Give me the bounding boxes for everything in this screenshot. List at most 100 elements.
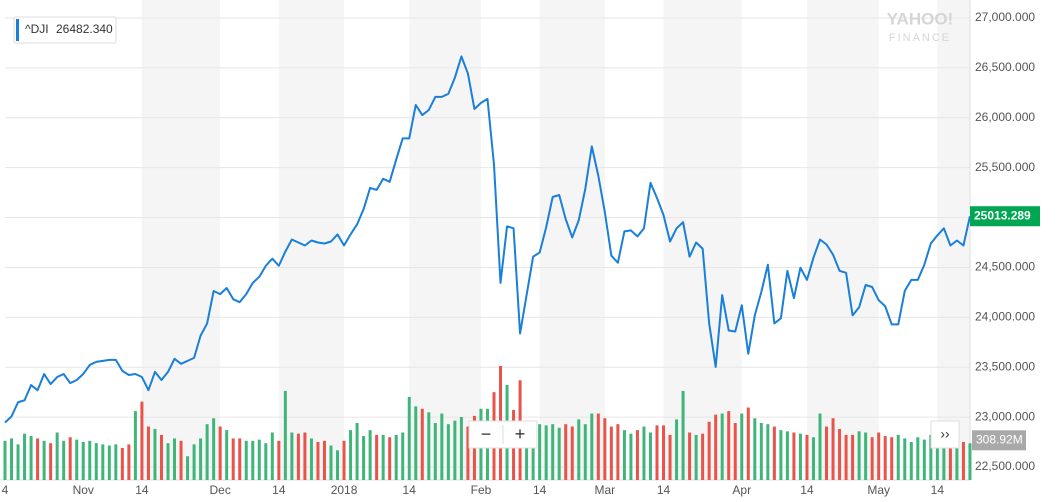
volume-bar — [186, 456, 190, 480]
volume-bar — [961, 442, 965, 480]
price-tag — [970, 206, 1040, 227]
volume-bar — [570, 426, 574, 480]
volume-bar — [218, 426, 222, 480]
volume-bar — [459, 417, 463, 480]
volume-bar — [394, 434, 398, 480]
volume-bar — [720, 413, 724, 480]
volume-bar — [642, 426, 646, 480]
volume-bar — [283, 390, 287, 480]
x-tick-label: Apr — [732, 483, 751, 497]
band — [409, 0, 481, 480]
x-tick-label: 2018 — [331, 483, 358, 497]
x-tick-label: May — [867, 483, 890, 497]
volume-bar — [851, 434, 855, 480]
volume-bar — [766, 424, 770, 480]
volume-bar — [701, 433, 705, 480]
volume-bar — [114, 444, 118, 480]
volume-bar — [864, 432, 868, 480]
volume-bar — [225, 430, 229, 480]
volume-bar — [877, 432, 881, 480]
volume-bar — [199, 438, 203, 480]
volume-bar — [146, 426, 150, 480]
x-tick-label: 14 — [931, 483, 945, 497]
volume-bar — [603, 418, 607, 480]
volume-bar — [55, 432, 59, 480]
volume-bar — [75, 439, 79, 480]
volume-bar — [577, 419, 581, 480]
volume-bar — [648, 432, 652, 480]
volume-bar — [909, 442, 913, 480]
zoom-out[interactable]: − — [481, 424, 492, 444]
y-tick-label: 25,500.000 — [975, 160, 1035, 174]
volume-bar — [935, 433, 939, 480]
volume-bar — [309, 438, 313, 480]
volume-bar — [896, 434, 900, 480]
volume-bar — [212, 418, 216, 480]
x-tick-label: 14 — [533, 483, 547, 497]
volume-bar — [153, 428, 157, 480]
volume-bar — [81, 442, 85, 480]
volume-bar — [968, 443, 972, 480]
volume-bar — [362, 436, 366, 480]
volume-bar — [525, 420, 529, 480]
volume-bar — [290, 432, 294, 480]
volume-bar — [694, 434, 698, 480]
watermark: YAHOO! — [887, 9, 953, 28]
legend-box — [13, 16, 117, 44]
volume-bar — [277, 440, 281, 480]
volume-bar — [544, 425, 548, 480]
x-tick-label: Nov — [73, 483, 94, 497]
volume-bar — [375, 434, 379, 480]
legend-value: 26482.340 — [56, 22, 113, 36]
volume-bar — [433, 423, 437, 480]
volume-bar — [805, 434, 809, 480]
x-tick-label: 14 — [657, 483, 671, 497]
y-tick-label: 27,000.000 — [975, 10, 1035, 24]
volume-bar — [675, 419, 679, 480]
volume-bar — [446, 424, 450, 480]
y-tick-label: 23,000.000 — [975, 409, 1035, 423]
volume-bar — [251, 440, 255, 480]
volume-bar — [68, 437, 72, 480]
volume-bar — [23, 433, 27, 480]
volume-bar — [929, 434, 933, 480]
expand-button[interactable] — [930, 420, 960, 449]
volume-bar — [231, 438, 235, 480]
zoom-in[interactable]: + — [515, 424, 526, 444]
volume-bar — [120, 447, 124, 480]
volume-bar — [303, 432, 307, 480]
volume-bar — [714, 414, 718, 480]
volume-bar — [388, 437, 392, 480]
volume-bar — [36, 438, 40, 480]
volume-bar — [329, 445, 333, 480]
volume-bar — [890, 437, 894, 480]
volume-bar — [785, 431, 789, 480]
expand-icon: ›› — [940, 426, 950, 442]
volume-bar — [922, 439, 926, 480]
volume-bar — [844, 434, 848, 480]
volume-bar — [94, 443, 98, 480]
volume-bar — [551, 424, 555, 480]
volume-tag — [972, 430, 1026, 451]
y-tick-label: 23,500.000 — [975, 359, 1035, 373]
volume-bar — [668, 434, 672, 480]
volume-bar — [159, 434, 163, 480]
volume-bar — [127, 444, 131, 480]
x-tick-label: 14 — [800, 483, 814, 497]
volume-bar — [316, 442, 320, 480]
volume-bar — [49, 443, 53, 480]
price-tag-label: 25013.289 — [974, 208, 1031, 222]
x-tick-label: 14 — [135, 483, 149, 497]
volume-bar — [857, 431, 861, 480]
volume-bar — [955, 445, 959, 480]
volume-bar — [173, 438, 177, 480]
x-tick-label: 4 — [2, 483, 9, 497]
volume-bar — [681, 390, 685, 480]
volume-bar — [779, 430, 783, 480]
volume-bar — [825, 426, 829, 480]
volume-bar — [88, 440, 92, 480]
volume-bar — [629, 433, 633, 480]
volume-bar — [107, 445, 111, 480]
y-tick-label: 22,500.000 — [975, 459, 1035, 473]
